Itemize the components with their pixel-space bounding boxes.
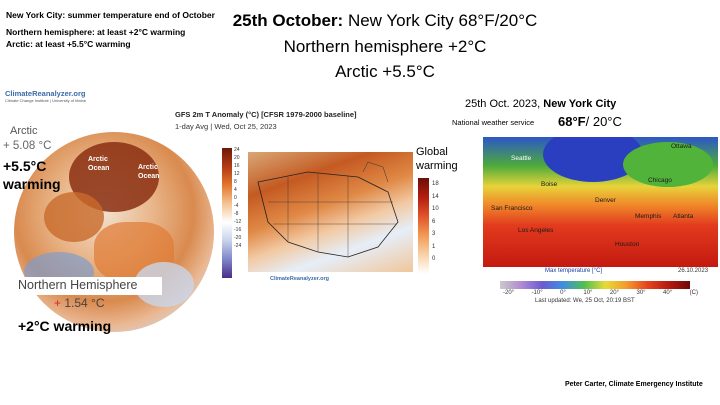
max-temperature-map: Seattle Ottawa Boise Chicago Denver San …	[483, 137, 718, 267]
left-logo-sub: Climate Change Institute | University of…	[5, 98, 87, 103]
note-arctic: Arctic: at least +5.5°C warming	[6, 39, 131, 49]
max-temp-colorbar	[500, 281, 690, 289]
warming-colorbar	[418, 178, 429, 274]
nyc-temp-f: 68°F	[558, 114, 586, 129]
left-logo: ClimateReanalyzer.org	[5, 89, 86, 98]
nh-label: Northern Hemisphere	[18, 278, 138, 292]
nws-label: National weather service	[452, 118, 535, 127]
max-temp-date: 26.10.2023	[678, 268, 709, 274]
middle-logo: ClimateReanalyzer.org	[270, 276, 329, 282]
max-temp-bar-title: Max temperature [°C]	[545, 268, 603, 274]
arctic-anomaly-globe	[14, 132, 214, 332]
arctic-label: Arctic	[10, 125, 38, 137]
global-warming-label: Global warming	[416, 146, 458, 172]
max-temp-ticks: -20° -10° 0° 10° 20° 30° 40° (C)	[503, 290, 698, 296]
max-temp-updated: Last updated: We, 25 Oct, 20:19 BST	[535, 298, 635, 304]
nh-warming: +2°C warming	[18, 318, 112, 334]
right-header-city: New York City	[543, 98, 617, 110]
gfs-title: GFS 2m T Anomaly (°C) [CFSR 1979-2000 ba…	[175, 110, 357, 119]
title-arctic: Arctic +5.5°C	[335, 62, 435, 81]
ocean-label-1: Arctic Ocean	[88, 156, 110, 172]
us-anomaly-map	[248, 152, 413, 272]
title-date: 25th October:	[232, 11, 344, 30]
anomaly-colorbar-ticks: 24 20 16 12 8 4 0 -4 -8 -12 -16 -20 -24	[234, 147, 242, 249]
title-nh: Northern hemisphere +2°C	[283, 37, 487, 56]
nh-value-line: + 1.54 °C	[54, 296, 105, 310]
title-line-1: 25th October: New York City 68°F/20°C	[160, 9, 610, 33]
footer-credit: Peter Carter, Climate Emergency Institut…	[565, 381, 703, 388]
arctic-value: + 5.08 °C	[3, 140, 52, 152]
arctic-warming: +5.5°C warming	[3, 158, 61, 192]
nyc-temp-c: / 20°C	[585, 114, 622, 129]
note-nh: Northern hemisphere: at least +2°C warmi…	[6, 27, 186, 37]
gfs-subtitle: 1-day Avg | Wed, Oct 25, 2023	[175, 122, 277, 131]
warming-colorbar-ticks: 18 14 10 6 3 1 0	[432, 181, 439, 262]
nh-value: 1.54 °C	[61, 296, 105, 310]
right-header: 25th Oct. 2023, New York City	[465, 98, 616, 110]
nyc-temp: 68°F/ 20°C	[558, 114, 622, 129]
anomaly-colorbar	[222, 148, 232, 278]
nh-plus: +	[54, 296, 62, 310]
ocean-label-2: Arctic Ocean	[138, 164, 160, 180]
title-nyc: New York City 68°F/20°C	[343, 11, 538, 30]
note-nyc: New York City: summer temperature end of…	[6, 10, 215, 20]
right-header-date: 25th Oct. 2023,	[465, 98, 544, 110]
